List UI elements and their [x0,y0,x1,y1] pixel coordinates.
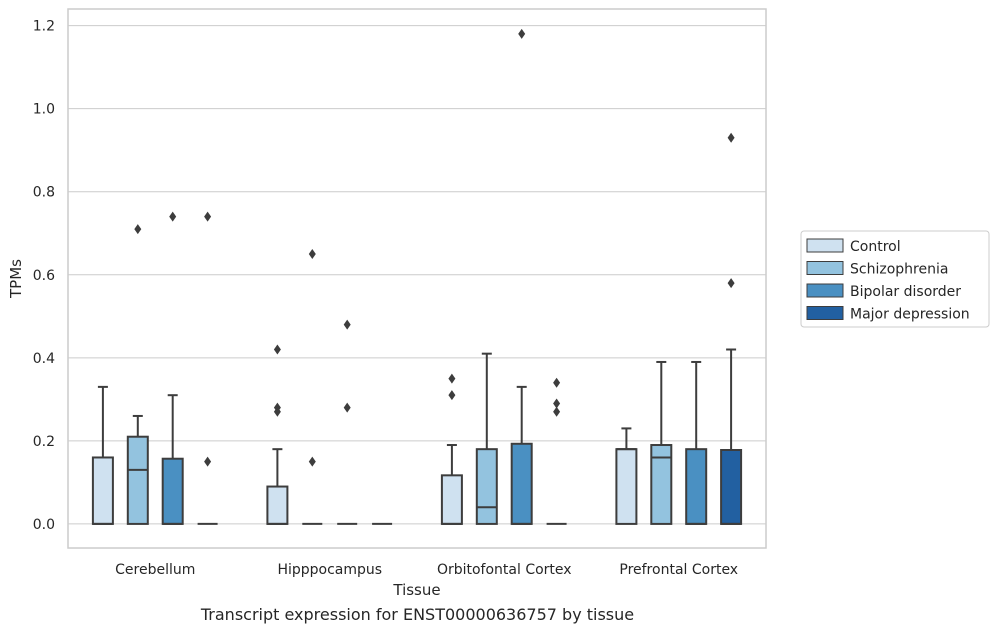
legend-label: Schizophrenia [850,262,948,278]
box-control [91,385,114,525]
y-tick-label: 1.0 [33,102,55,118]
outlier-point [727,132,735,143]
box-body [720,449,743,525]
box-schizophrenia [475,352,498,525]
box-control [440,373,463,525]
box-body [475,448,498,525]
box-control [266,344,289,525]
outlier-point [308,249,316,259]
x-tick-label: Orbitofontal Cortex [437,562,572,578]
outlier-point [343,319,351,330]
outlier-point [518,28,526,39]
y-tick-label: 0.2 [33,434,55,450]
x-tick-labels: Cerebellum Hipppocampus Orbitofontal Corte… [115,562,738,578]
box-body [650,444,673,525]
box-bipolar-disorder [685,360,708,525]
outlier-point [343,402,351,413]
outlier-point [553,406,561,417]
legend-frame [800,230,990,328]
box-bipolar-disorder [161,211,184,525]
box-body [161,457,184,525]
outlier-point [134,224,142,235]
outlier-point [273,406,281,417]
y-tick-label: 0.0 [33,517,55,533]
x-axis-label: Tissue [392,581,440,599]
box-schizophrenia [650,360,673,525]
box-body [615,448,638,525]
box-major-depression [546,377,567,525]
outlier-point [448,373,456,384]
box-body [685,448,708,525]
y-tick-label: 1.2 [33,19,55,35]
x-tick-label: Cerebellum [115,562,195,578]
box-groups [91,28,743,525]
box-body [510,442,533,525]
box-major-depression [720,132,743,525]
outlier-point [308,456,316,467]
legend: Control Schizophrenia Bipolar disorder Majo… [800,230,990,328]
legend-swatch [806,261,844,275]
box-body [266,485,289,525]
y-tick-label: 0.6 [33,268,55,284]
box-bipolar-disorder [337,319,358,525]
outlier-point [273,344,281,355]
box-major-depression [197,211,218,525]
legend-swatch [806,306,844,320]
outlier-point [553,398,561,409]
grid-lines [68,25,766,525]
legend-label: Bipolar disorder [850,284,961,300]
x-tick-label: Hipppocampus [277,562,382,578]
x-tick-label: Prefrontal Cortex [619,562,738,578]
box-control [615,427,638,525]
outlier-point [727,278,735,289]
box-body [440,474,463,525]
y-tick-label: 0.8 [33,185,55,201]
legend-swatch [806,283,844,298]
box-bipolar-disorder [510,28,533,525]
figure-caption: Transcript expression for ENST0000063675… [200,605,635,624]
y-tick-labels: 0.0 0.2 0.4 0.6 0.8 1.0 1.2 [33,19,55,533]
legend-swatch [806,238,844,253]
outlier-point [169,211,177,222]
legend-label: Major depression [850,307,970,323]
outlier-point [448,390,456,401]
box-body [126,435,149,525]
y-tick-label: 0.4 [33,351,55,367]
box-schizophrenia [302,249,323,525]
y-axis-label: TPMs [7,259,25,299]
outlier-point [204,456,212,467]
box-schizophrenia [126,224,149,525]
outlier-point [204,211,212,222]
plot-area-frame [67,8,767,549]
outlier-point [553,377,561,388]
legend-label: Control [850,239,901,255]
box-body [91,456,114,525]
